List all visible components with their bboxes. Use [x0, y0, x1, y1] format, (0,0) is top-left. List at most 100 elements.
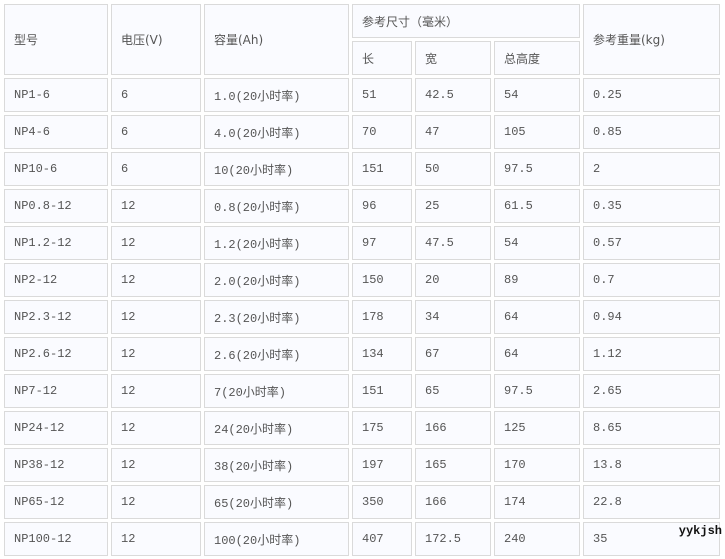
- cell-voltage: 12: [111, 411, 201, 445]
- cell-length: 51: [352, 78, 412, 112]
- cell-height: 125: [494, 411, 580, 445]
- cell-voltage: 6: [111, 78, 201, 112]
- cell-width: 47.5: [415, 226, 491, 260]
- cell-capacity: 0.8(20小时率): [204, 189, 349, 223]
- cell-model: NP100-12: [4, 522, 108, 556]
- cell-capacity: 38(20小时率): [204, 448, 349, 482]
- cell-model: NP24-12: [4, 411, 108, 445]
- cell-length: 350: [352, 485, 412, 519]
- header-voltage: 电压(V): [111, 4, 201, 75]
- cell-width: 34: [415, 300, 491, 334]
- cell-height: 97.5: [494, 374, 580, 408]
- cell-model: NP0.8-12: [4, 189, 108, 223]
- cell-weight: 2.65: [583, 374, 720, 408]
- header-dimensions: 参考尺寸（毫米）: [352, 4, 580, 38]
- cell-model: NP4-6: [4, 115, 108, 149]
- cell-width: 42.5: [415, 78, 491, 112]
- cell-weight: 8.65: [583, 411, 720, 445]
- table-row: NP65-12 12 65(20小时率) 350 166 174 22.8: [4, 485, 720, 519]
- cell-model: NP2.3-12: [4, 300, 108, 334]
- cell-weight: 0.7: [583, 263, 720, 297]
- cell-height: 97.5: [494, 152, 580, 186]
- cell-weight: 2: [583, 152, 720, 186]
- cell-width: 165: [415, 448, 491, 482]
- cell-voltage: 12: [111, 448, 201, 482]
- cell-capacity: 2.3(20小时率): [204, 300, 349, 334]
- table-row: NP0.8-12 12 0.8(20小时率) 96 25 61.5 0.35: [4, 189, 720, 223]
- cell-height: 174: [494, 485, 580, 519]
- cell-height: 64: [494, 337, 580, 371]
- cell-width: 20: [415, 263, 491, 297]
- table-row: NP24-12 12 24(20小时率) 175 166 125 8.65: [4, 411, 720, 445]
- header-row: 型号 电压(V) 容量(Ah) 参考尺寸（毫米） 参考重量(kg): [4, 4, 720, 75]
- table-row: NP10-6 6 10(20小时率) 151 50 97.5 2: [4, 152, 720, 186]
- cell-capacity: 7(20小时率): [204, 374, 349, 408]
- cell-model: NP2.6-12: [4, 337, 108, 371]
- cell-capacity: 1.0(20小时率): [204, 78, 349, 112]
- cell-weight: 0.85: [583, 115, 720, 149]
- cell-length: 197: [352, 448, 412, 482]
- table-row: NP7-12 12 7(20小时率) 151 65 97.5 2.65: [4, 374, 720, 408]
- cell-weight: 0.57: [583, 226, 720, 260]
- cell-voltage: 12: [111, 337, 201, 371]
- cell-width: 166: [415, 485, 491, 519]
- cell-length: 175: [352, 411, 412, 445]
- table-row: NP2-12 12 2.0(20小时率) 150 20 89 0.7: [4, 263, 720, 297]
- cell-length: 97: [352, 226, 412, 260]
- cell-weight: 1.12: [583, 337, 720, 371]
- header-height: 总高度: [494, 41, 580, 75]
- cell-model: NP38-12: [4, 448, 108, 482]
- header-subrow: 长 宽 总高度: [4, 41, 720, 75]
- cell-length: 96: [352, 189, 412, 223]
- cell-capacity: 2.0(20小时率): [204, 263, 349, 297]
- cell-length: 150: [352, 263, 412, 297]
- cell-capacity: 10(20小时率): [204, 152, 349, 186]
- table-row: NP1-6 6 1.0(20小时率) 51 42.5 54 0.25: [4, 78, 720, 112]
- cell-length: 407: [352, 522, 412, 556]
- header-capacity: 容量(Ah): [204, 4, 349, 75]
- header-model: 型号: [4, 4, 108, 75]
- cell-voltage: 6: [111, 115, 201, 149]
- cell-voltage: 12: [111, 189, 201, 223]
- cell-model: NP10-6: [4, 152, 108, 186]
- cell-width: 25: [415, 189, 491, 223]
- cell-voltage: 12: [111, 226, 201, 260]
- cell-width: 47: [415, 115, 491, 149]
- cell-height: 61.5: [494, 189, 580, 223]
- watermark: yykjsh: [678, 524, 722, 538]
- header-weight: 参考重量(kg): [583, 4, 720, 75]
- cell-width: 50: [415, 152, 491, 186]
- cell-capacity: 24(20小时率): [204, 411, 349, 445]
- cell-weight: 0.94: [583, 300, 720, 334]
- table-row: NP2.6-12 12 2.6(20小时率) 134 67 64 1.12: [4, 337, 720, 371]
- cell-model: NP7-12: [4, 374, 108, 408]
- cell-weight: 0.25: [583, 78, 720, 112]
- cell-capacity: 1.2(20小时率): [204, 226, 349, 260]
- header-length: 长: [352, 41, 412, 75]
- cell-width: 166: [415, 411, 491, 445]
- cell-model: NP65-12: [4, 485, 108, 519]
- cell-weight: 13.8: [583, 448, 720, 482]
- cell-length: 178: [352, 300, 412, 334]
- cell-voltage: 6: [111, 152, 201, 186]
- cell-voltage: 12: [111, 485, 201, 519]
- table-row: NP100-12 12 100(20小时率) 407 172.5 240 35: [4, 522, 720, 556]
- cell-weight: 22.8: [583, 485, 720, 519]
- cell-model: NP2-12: [4, 263, 108, 297]
- cell-width: 172.5: [415, 522, 491, 556]
- cell-capacity: 2.6(20小时率): [204, 337, 349, 371]
- cell-height: 240: [494, 522, 580, 556]
- cell-capacity: 4.0(20小时率): [204, 115, 349, 149]
- cell-model: NP1.2-12: [4, 226, 108, 260]
- header-width: 宽: [415, 41, 491, 75]
- cell-length: 70: [352, 115, 412, 149]
- cell-height: 64: [494, 300, 580, 334]
- table-row: NP4-6 6 4.0(20小时率) 70 47 105 0.85: [4, 115, 720, 149]
- cell-voltage: 12: [111, 522, 201, 556]
- cell-voltage: 12: [111, 374, 201, 408]
- cell-model: NP1-6: [4, 78, 108, 112]
- cell-height: 89: [494, 263, 580, 297]
- table-row: NP2.3-12 12 2.3(20小时率) 178 34 64 0.94: [4, 300, 720, 334]
- cell-width: 67: [415, 337, 491, 371]
- cell-weight: 0.35: [583, 189, 720, 223]
